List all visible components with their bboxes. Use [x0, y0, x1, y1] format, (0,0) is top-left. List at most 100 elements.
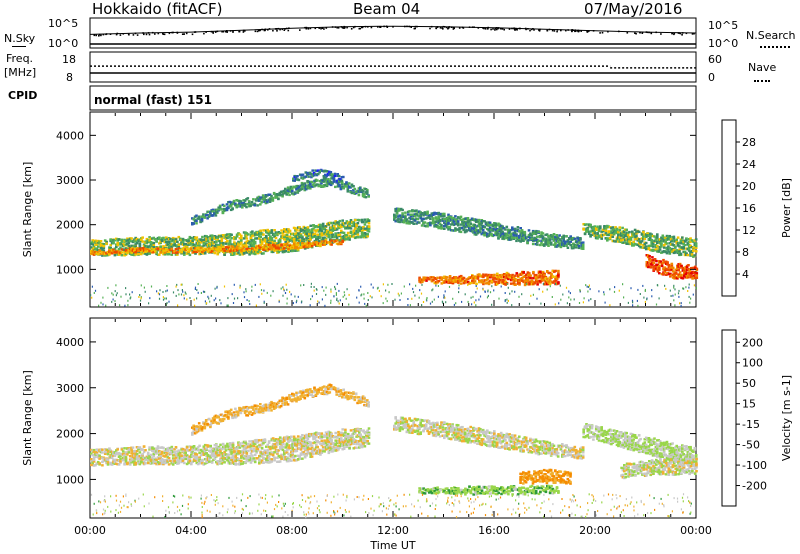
echo-cell	[443, 218, 446, 221]
echo-cell	[337, 174, 341, 178]
echo-cell	[580, 244, 584, 247]
noise-dot	[154, 33, 156, 35]
echo-cell	[224, 250, 228, 254]
echo-cell	[176, 240, 179, 243]
echo-cell	[651, 263, 654, 266]
echo-cell	[651, 242, 655, 245]
echo-cell	[541, 271, 545, 274]
echo-cell	[645, 265, 649, 268]
echo-cell	[437, 279, 441, 283]
noise-dot	[185, 32, 188, 35]
echo-cell	[554, 278, 557, 281]
echo-cell	[488, 221, 492, 224]
echo-cell	[499, 229, 503, 232]
echo-cell	[91, 252, 94, 256]
echo-cell	[260, 240, 264, 243]
clutter-cell	[363, 293, 365, 296]
echo-cell	[278, 232, 282, 235]
echo-cell	[258, 230, 261, 233]
echo-cell	[192, 250, 196, 253]
echo-cell	[505, 233, 509, 236]
echo-cell	[334, 233, 337, 236]
echo-cell	[259, 198, 262, 201]
echo-cell	[455, 279, 459, 282]
echo-cell	[501, 237, 504, 240]
echo-cell	[360, 226, 364, 229]
echo-cell	[404, 211, 407, 214]
clutter-cell	[568, 296, 570, 299]
echo-cell	[120, 238, 124, 241]
echo-cell	[99, 249, 103, 253]
echo-cell	[306, 226, 310, 229]
echo-cell	[123, 244, 126, 247]
echo-cell	[190, 236, 193, 240]
echo-cell	[205, 248, 208, 251]
echo-cell	[669, 266, 672, 270]
echo-cell	[687, 238, 691, 241]
echo-cell	[676, 242, 680, 245]
echo-cell	[280, 229, 283, 232]
echo-cell	[479, 231, 482, 234]
echo-cell	[612, 239, 616, 243]
clutter-cell	[266, 291, 268, 294]
echo-cell	[596, 237, 599, 240]
echo-cell	[303, 247, 307, 250]
echo-cell	[216, 238, 219, 241]
echo-cell	[412, 222, 415, 225]
clutter-cell	[573, 298, 575, 301]
echo-cell	[99, 245, 103, 248]
echo-cell	[149, 248, 153, 251]
echo-cell	[211, 208, 215, 211]
noise-dot	[275, 28, 278, 30]
echo-cell	[656, 268, 660, 272]
echo-cell	[237, 251, 240, 255]
echo-cell	[451, 276, 455, 280]
echo-cell	[262, 248, 265, 251]
echo-cell	[654, 244, 658, 248]
echo-cell	[331, 224, 335, 227]
echo-cell	[181, 247, 185, 250]
clutter-cell	[162, 296, 164, 299]
echo-cell	[520, 232, 524, 235]
echo-cell	[191, 237, 194, 240]
echo-cell	[675, 238, 678, 241]
echo-cell	[258, 246, 261, 250]
clutter-cell	[175, 285, 177, 288]
y-tick-label: 1000	[56, 263, 84, 276]
echo-cell	[260, 247, 264, 251]
echo-cell	[245, 240, 249, 243]
echo-cell	[241, 243, 244, 247]
echo-cell	[259, 241, 262, 244]
echo-cell	[246, 245, 250, 249]
echo-cell	[270, 246, 274, 250]
echo-cell	[330, 231, 333, 234]
echo-cell	[529, 280, 532, 284]
noise-dot	[309, 27, 312, 30]
echo-cell	[501, 230, 504, 233]
echo-cell	[363, 187, 366, 190]
echo-cell	[222, 207, 226, 211]
echo-cell	[305, 237, 308, 240]
clutter-cell	[672, 294, 674, 297]
echo-cell	[589, 230, 592, 233]
echo-cell	[304, 175, 308, 178]
clutter-cell	[587, 290, 589, 293]
echo-cell	[291, 189, 294, 193]
echo-cell	[171, 251, 175, 254]
echo-cell	[303, 233, 307, 236]
echo-cell	[669, 272, 672, 276]
noise-dot	[232, 31, 234, 33]
echo-cell	[468, 282, 471, 285]
echo-cell	[529, 282, 532, 285]
echo-cell	[660, 272, 664, 276]
echo-cell	[240, 239, 243, 242]
echo-cell	[138, 250, 142, 253]
echo-cell	[581, 245, 585, 248]
echo-cell	[334, 239, 337, 242]
echo-cell	[274, 193, 277, 197]
echo-cell	[242, 246, 246, 249]
echo-cell	[284, 243, 287, 247]
clutter-cell	[207, 295, 209, 298]
echo-cell	[256, 233, 260, 237]
